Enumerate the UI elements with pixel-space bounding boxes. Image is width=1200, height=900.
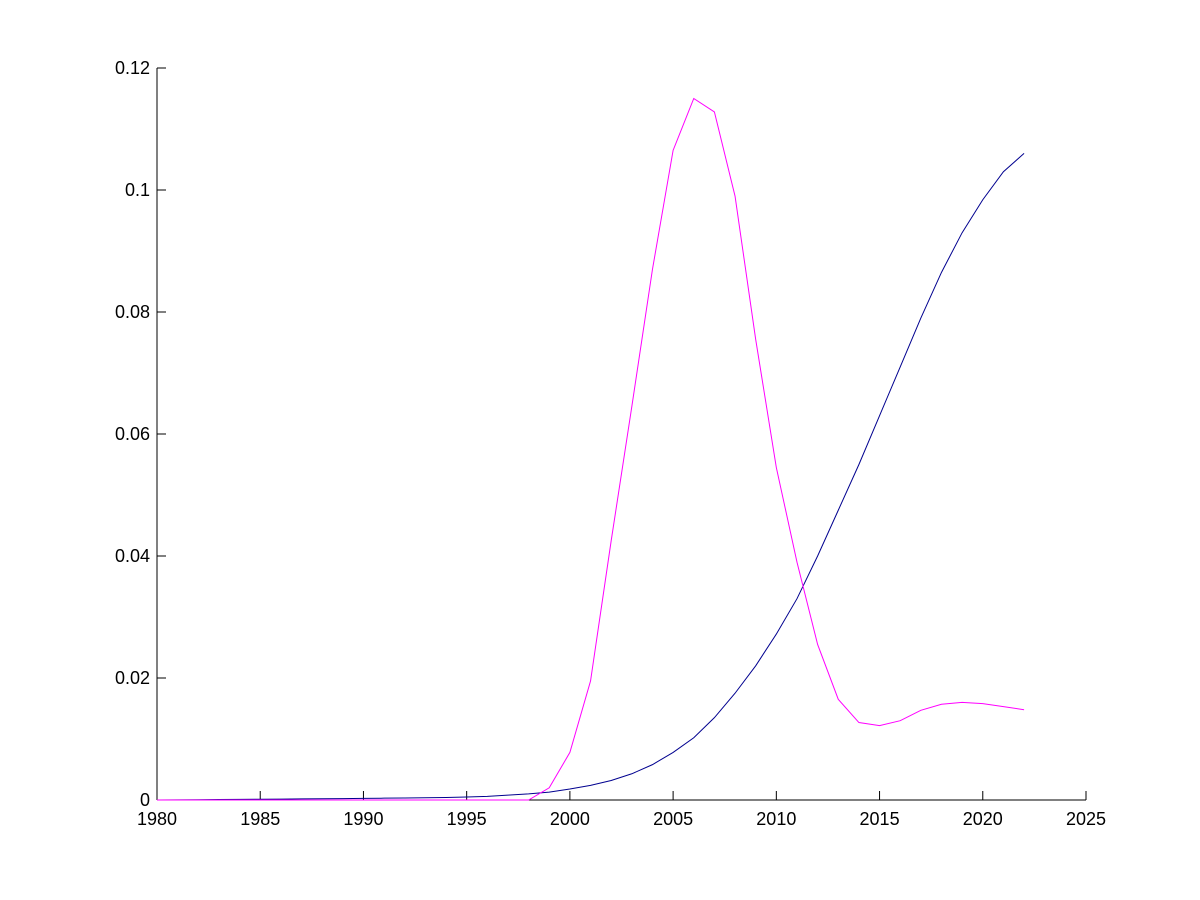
x-tick-label: 1985 <box>240 809 280 829</box>
y-tick-label: 0.12 <box>115 58 150 78</box>
x-tick-label: 2005 <box>653 809 693 829</box>
y-tick-label: 0 <box>140 790 150 810</box>
y-tick-label: 0.06 <box>115 424 150 444</box>
x-tick-label: 2025 <box>1066 809 1106 829</box>
y-tick-label: 0.02 <box>115 668 150 688</box>
x-tick-label: 2015 <box>860 809 900 829</box>
x-tick-label: 1990 <box>343 809 383 829</box>
series-line <box>157 97 1025 801</box>
x-tick-label: 1995 <box>447 809 487 829</box>
y-tick-label: 0.08 <box>115 302 150 322</box>
x-tick-label: 1980 <box>137 809 177 829</box>
x-tick-label: 2020 <box>963 809 1003 829</box>
y-tick-label: 0.04 <box>115 546 150 566</box>
y-tick-label: 0.1 <box>125 180 150 200</box>
x-tick-label: 2010 <box>756 809 796 829</box>
series-line <box>156 153 1025 801</box>
x-tick-label: 2000 <box>550 809 590 829</box>
